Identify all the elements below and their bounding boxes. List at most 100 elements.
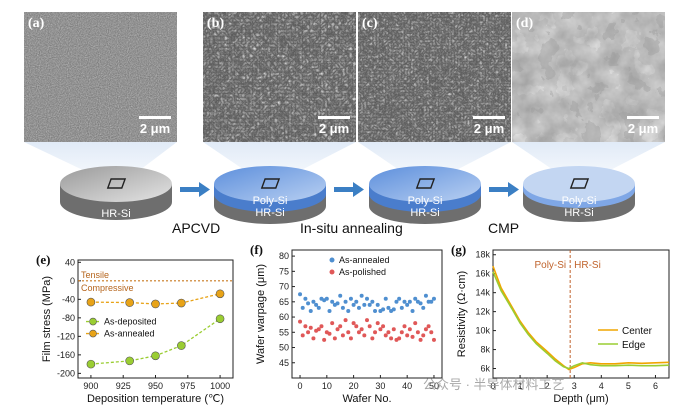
data-point (327, 308, 332, 313)
data-point (348, 296, 353, 301)
region-label-hrsi: HR-Si (574, 260, 601, 271)
y-tick-label: -80 (62, 313, 75, 323)
data-point (319, 324, 324, 329)
data-point (348, 336, 353, 341)
data-point (330, 321, 335, 326)
data-point (343, 318, 348, 323)
data-point (86, 359, 96, 369)
data-point (410, 334, 415, 339)
y-tick-label: -40 (62, 294, 75, 304)
data-point (429, 330, 434, 335)
data-point (397, 336, 402, 341)
data-point (391, 307, 396, 312)
wafer-2-layer-bottom: HR-Si (255, 207, 285, 219)
x-tick-label: 900 (83, 381, 98, 391)
wafer-4-layer-top: Poly-Si (561, 195, 597, 207)
data-point (324, 296, 329, 301)
data-point (407, 327, 412, 332)
legend-label: As-deposited (104, 317, 157, 327)
data-point (351, 302, 356, 307)
data-point (386, 330, 391, 335)
y-axis-label: Resistivity (Ω·cm) (456, 271, 468, 357)
data-point (314, 302, 319, 307)
data-point (418, 301, 423, 306)
data-point (311, 336, 316, 341)
y-tick-label: 70 (279, 282, 289, 292)
data-point (177, 341, 186, 350)
sem-texture-b (203, 12, 356, 142)
data-point (373, 308, 378, 313)
data-point (370, 299, 375, 304)
y-tick-label: 60 (279, 312, 289, 322)
wafer-3 (369, 166, 481, 224)
data-point (354, 324, 359, 329)
data-point (335, 327, 340, 332)
data-point (354, 299, 359, 304)
y-tick-label: 0 (70, 276, 75, 286)
x-tick-label: 5 (626, 381, 631, 391)
data-point (405, 333, 410, 338)
y-tick-label: -160 (57, 350, 75, 360)
sem-panel-c: (c) 2 μm (358, 12, 511, 142)
x-tick-label: 40 (402, 381, 412, 391)
panel-label-c: (c) (362, 16, 378, 31)
x-tick-label: 2 (545, 381, 550, 391)
x-tick-label: 950 (148, 381, 163, 391)
x-tick-label: 6 (653, 381, 658, 391)
data-point (308, 308, 313, 313)
data-point (316, 327, 321, 332)
region-label-polysi: Poly-Si (534, 260, 566, 271)
x-tick-label: 1 (518, 381, 523, 391)
data-point (306, 330, 311, 335)
legend-label: As-annealed (339, 255, 390, 265)
x-tick-label: 0 (298, 381, 303, 391)
data-point (402, 299, 407, 304)
sem-texture-a (24, 12, 177, 142)
wafer-1 (60, 166, 172, 220)
data-point (215, 289, 225, 299)
y-axis-label: Film stress (MPa) (41, 276, 53, 362)
sem-panel-a: (a) 2 μm (24, 12, 177, 142)
x-axis-label: Wafer No. (342, 393, 391, 405)
x-tick-label: 3 (572, 381, 577, 391)
legend-marker (89, 317, 97, 326)
wafer-4-layer-bottom: HR-Si (564, 207, 594, 219)
data-point (298, 319, 303, 324)
step-apcvd: APCVD (172, 220, 221, 236)
data-point (381, 307, 386, 312)
projection-cone-a (24, 142, 177, 182)
data-point (215, 314, 225, 324)
y-tick-label: 6k (480, 364, 490, 374)
data-point (389, 336, 394, 341)
y-tick-label: 40 (65, 257, 75, 267)
sem-panel-d: (d) 2 μm (512, 12, 665, 142)
data-point (383, 333, 388, 338)
chart-g: 0 1 2 3 4 5 6 6k 8k 10k 12k 14k 16k 18k Depth (μm) Resi… (451, 242, 670, 405)
data-point (327, 331, 332, 336)
scale-bar-a: 2 μm (139, 116, 171, 136)
data-point (383, 296, 388, 301)
x-tick-label: 925 (116, 381, 131, 391)
data-point (356, 305, 361, 310)
data-point (367, 302, 372, 307)
projection-cone-c (358, 142, 511, 182)
panel-label-b: (b) (207, 16, 225, 31)
data-point (399, 330, 404, 335)
annotation-tensile: Tensile (81, 270, 109, 280)
data-point (399, 305, 404, 310)
data-point (330, 299, 335, 304)
data-point (431, 337, 436, 342)
series-line-0 (492, 265, 670, 371)
data-point (322, 337, 327, 342)
data-point (303, 296, 308, 301)
data-point (151, 351, 160, 361)
y-axis-label: Wafer warpage (μm) (255, 264, 267, 364)
x-tick-label: 20 (349, 381, 359, 391)
data-point (373, 330, 378, 335)
annotation-compressive: Compressive (81, 283, 134, 293)
data-point (300, 333, 305, 338)
data-point (177, 298, 186, 308)
data-point (338, 324, 343, 329)
y-tick-label: 80 (279, 251, 289, 261)
x-tick-label: 1000 (210, 381, 230, 391)
